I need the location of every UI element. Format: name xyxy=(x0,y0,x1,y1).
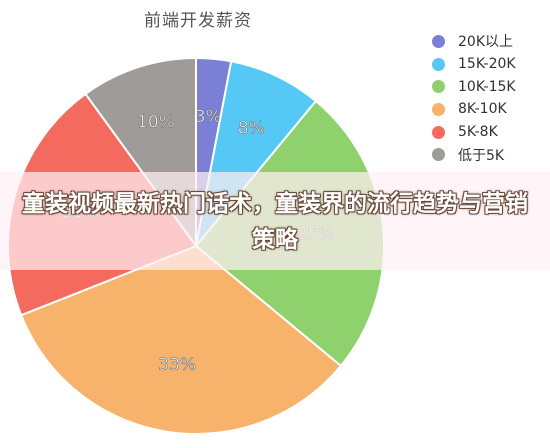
pie-slice-4 xyxy=(19,244,343,435)
legend-swatch xyxy=(432,34,445,48)
legend-label: 10K-15K xyxy=(458,78,516,95)
slice-label-6: 10% xyxy=(137,113,175,133)
legend-item-2: 15K-20K xyxy=(432,53,516,76)
legend-label: 20K以上 xyxy=(458,34,513,51)
legend-item-5: 5K-8K xyxy=(432,121,516,144)
legend-swatch xyxy=(432,148,445,162)
slice-label-1: 3% xyxy=(195,107,222,127)
legend-swatch xyxy=(432,57,445,71)
slice-label-2: 8% xyxy=(238,119,265,139)
chart-title: 前端开发薪资 xyxy=(144,11,252,31)
legend-item-4: 8K-10K xyxy=(432,98,516,121)
legend-item-1: 20K以上 xyxy=(432,30,516,53)
legend-swatch xyxy=(432,102,445,116)
legend-label: 5K-8K xyxy=(458,124,498,141)
legend-item-6: 低于5K xyxy=(432,143,516,166)
legend-label: 低于5K xyxy=(458,147,505,164)
legend-item-3: 10K-15K xyxy=(432,75,516,98)
legend: 20K以上 15K-20K 10K-15K 8K-10K 5K-8K 低于5K xyxy=(432,30,516,166)
legend-label: 8K-10K xyxy=(458,101,507,118)
slice-label-4: 33% xyxy=(158,355,196,375)
legend-label: 15K-20K xyxy=(458,56,516,73)
legend-swatch xyxy=(432,125,445,139)
legend-swatch xyxy=(432,80,445,94)
headline-text: 童装视频最新热门话术，童装界的流行趋势与营销策略 xyxy=(22,191,528,253)
headline-banner xyxy=(0,172,550,270)
